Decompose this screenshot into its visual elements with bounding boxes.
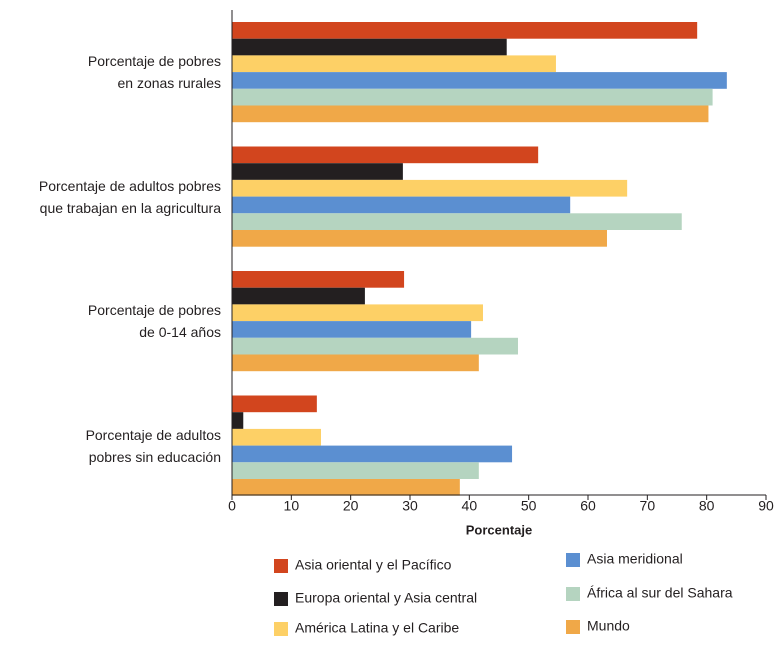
bar bbox=[232, 88, 713, 106]
legend-label: Asia oriental y el Pacífico bbox=[295, 557, 452, 573]
bar bbox=[232, 55, 556, 73]
legend-label: África al sur del Sahara bbox=[587, 585, 733, 601]
legend-label: Mundo bbox=[587, 618, 630, 634]
legend-swatch bbox=[566, 553, 580, 567]
bar bbox=[232, 321, 472, 338]
bar bbox=[232, 395, 317, 413]
bar bbox=[232, 22, 698, 39]
legend-swatch bbox=[566, 587, 580, 601]
legend-label: Europa oriental y Asia central bbox=[295, 590, 477, 606]
legend-swatch bbox=[566, 620, 580, 634]
legend-swatch bbox=[274, 559, 288, 573]
x-axis-label: Porcentaje bbox=[466, 522, 532, 537]
bar bbox=[232, 146, 539, 164]
bar bbox=[232, 479, 460, 496]
bar bbox=[232, 179, 628, 197]
bar bbox=[232, 304, 483, 322]
bar bbox=[232, 105, 709, 123]
legend-swatch bbox=[274, 622, 288, 636]
y-tick-label: Porcentaje de adultos pobres que trabaja… bbox=[38, 177, 221, 216]
bar bbox=[232, 445, 513, 463]
bar bbox=[232, 213, 682, 230]
x-tick-label: 70 bbox=[640, 498, 656, 514]
x-tick-label: 40 bbox=[462, 498, 478, 514]
bar bbox=[232, 72, 727, 89]
y-tick-label: Porcentaje de adultos pobres sin educaci… bbox=[85, 426, 221, 465]
x-tick-label: 90 bbox=[758, 498, 774, 514]
legend-label: América Latina y el Caribe bbox=[295, 620, 459, 636]
bar bbox=[232, 163, 403, 180]
bar bbox=[232, 462, 479, 479]
x-tick-label: 60 bbox=[580, 498, 596, 514]
x-tick-label: 30 bbox=[402, 498, 418, 514]
bar bbox=[232, 271, 405, 288]
x-tick-label: 80 bbox=[699, 498, 715, 514]
bar bbox=[232, 412, 244, 429]
x-tick-label: 10 bbox=[284, 498, 300, 514]
y-tick-label: Porcentaje de pobres en zonas rurales bbox=[87, 53, 221, 92]
legend-swatch bbox=[274, 592, 288, 606]
bar bbox=[232, 428, 321, 446]
x-tick-label: 0 bbox=[228, 498, 236, 514]
x-tick-label: 20 bbox=[343, 498, 359, 514]
bar bbox=[232, 38, 507, 56]
legend-label: Asia meridional bbox=[587, 551, 683, 567]
bar bbox=[232, 196, 571, 214]
bar bbox=[232, 287, 365, 305]
bar bbox=[232, 354, 479, 372]
y-tick-label: Porcentaje de pobres de 0-14 años bbox=[87, 302, 221, 341]
x-tick-label: 50 bbox=[521, 498, 537, 514]
bar bbox=[232, 230, 607, 247]
bar bbox=[232, 337, 518, 355]
